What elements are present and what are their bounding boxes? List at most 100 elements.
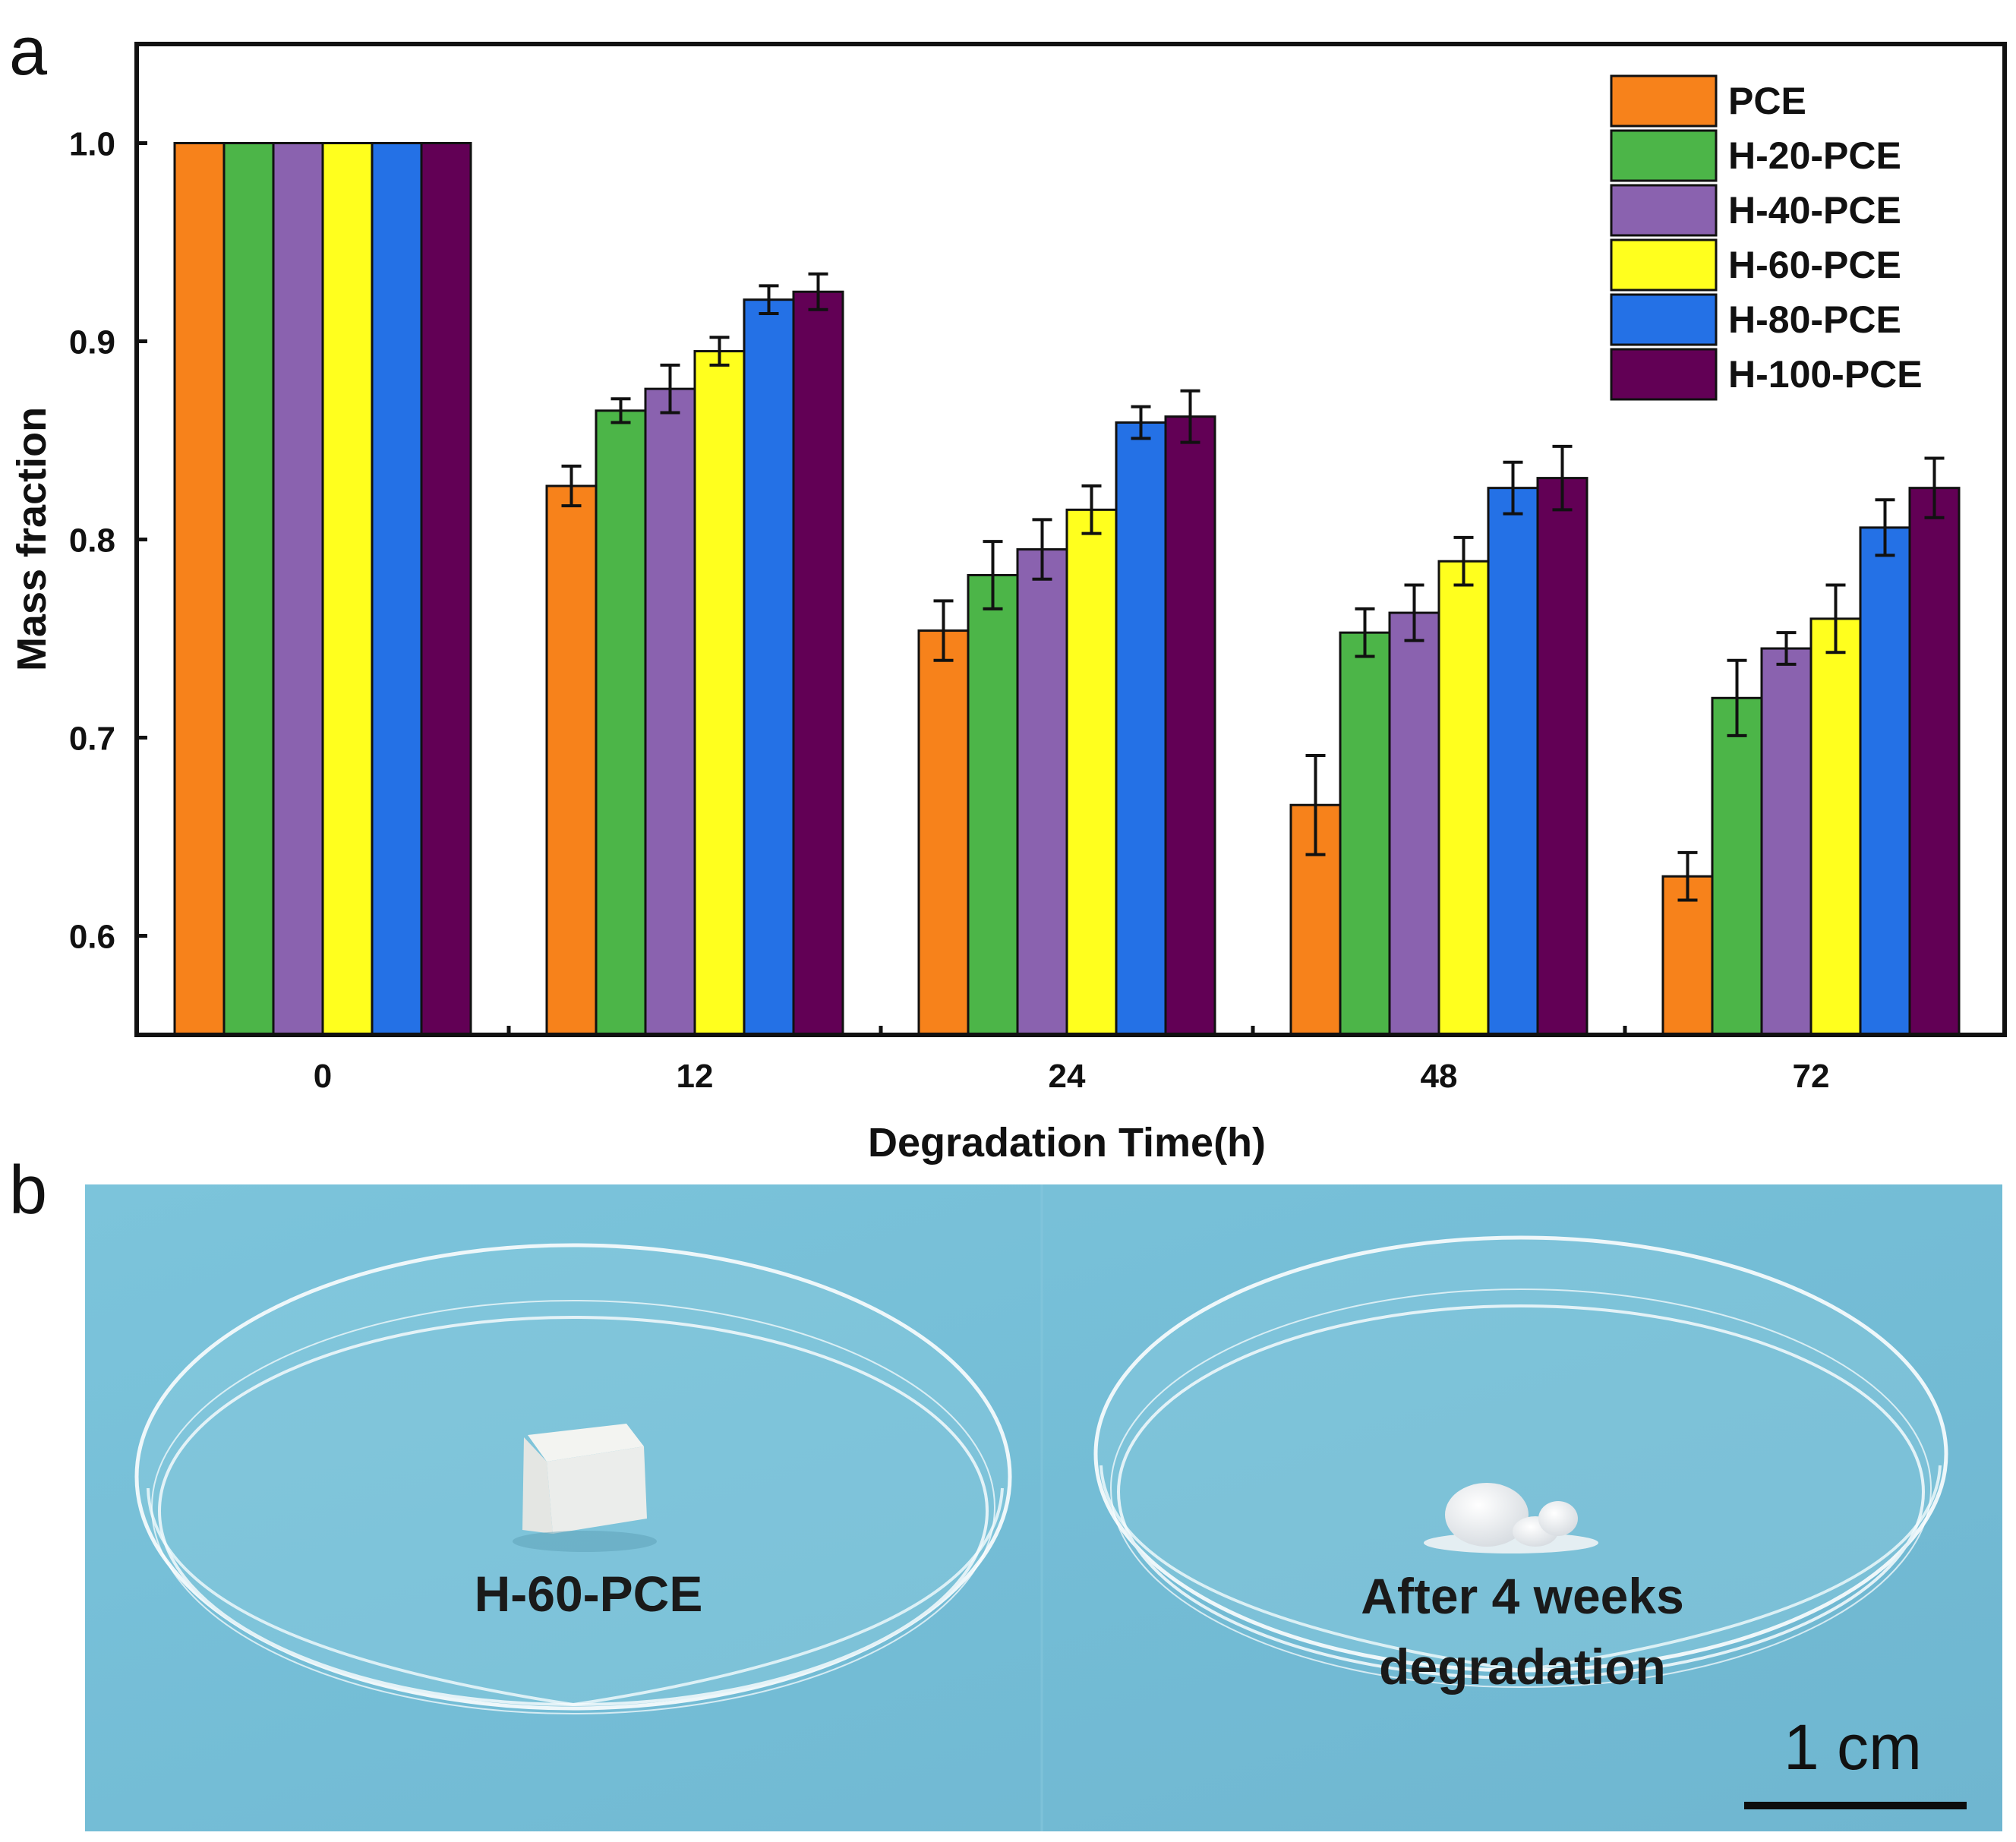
bar-h-80-pce-48h bbox=[1487, 487, 1539, 1036]
bar-h-40-pce-24h bbox=[1016, 548, 1068, 1036]
error-bar-h-100-pce-24h bbox=[1180, 389, 1200, 444]
panel-label-a: a bbox=[9, 14, 48, 90]
bar-h-100-pce-12h bbox=[792, 290, 844, 1036]
error-bars-group bbox=[561, 272, 1945, 902]
error-bar-h-20-pce-12h bbox=[610, 397, 631, 424]
bar-chart: 0.60.70.80.91.0 0 12 24 48 72 Mass fraction … bbox=[9, 42, 2007, 1165]
degraded-sample bbox=[1424, 1483, 1598, 1553]
bar-h-60-pce-0h bbox=[321, 142, 374, 1036]
legend-item-h-20-pce: H-20-PCE bbox=[1610, 129, 1901, 182]
error-bar-h-100-pce-48h bbox=[1552, 444, 1573, 512]
legend-swatch-h-20-pce bbox=[1610, 129, 1718, 182]
legend-swatch-h-80-pce bbox=[1610, 293, 1718, 346]
error-bar-h-40-pce-24h bbox=[1032, 518, 1052, 581]
error-bar-pce-24h bbox=[933, 599, 954, 662]
bar-pce-0h bbox=[173, 142, 226, 1036]
legend-item-h-40-pce: H-40-PCE bbox=[1610, 184, 1901, 237]
bar-h-60-pce-48h bbox=[1437, 560, 1490, 1036]
bar-h-20-pce-0h bbox=[222, 142, 275, 1036]
y-axis: 0.6 0.7 0.8 0.9 1.0 bbox=[69, 126, 147, 956]
error-bar-pce-72h bbox=[1677, 850, 1698, 902]
y-tick-label-1.0: 1.0 bbox=[69, 126, 115, 163]
bar-h-100-pce-48h bbox=[1536, 477, 1589, 1036]
y-tick-label-0.8: 0.8 bbox=[69, 522, 115, 560]
error-bar-pce-48h bbox=[1305, 753, 1326, 856]
sample-label-h60: H-60-PCE bbox=[475, 1566, 703, 1622]
photo-background bbox=[85, 1184, 2002, 1831]
error-bar-h-80-pce-72h bbox=[1875, 498, 1895, 557]
error-bar-h-60-pce-12h bbox=[709, 336, 730, 367]
bar-pce-12h bbox=[545, 484, 598, 1036]
y-axis-title: Mass fraction bbox=[9, 407, 55, 671]
error-bar-h-40-pce-72h bbox=[1776, 631, 1797, 666]
bar-h-80-pce-0h bbox=[371, 142, 423, 1036]
bar-h-60-pce-72h bbox=[1809, 617, 1862, 1036]
legend-label-h-60-pce: H-60-PCE bbox=[1728, 244, 1901, 286]
legend-label-h-80-pce: H-80-PCE bbox=[1728, 298, 1901, 341]
legend-label-pce: PCE bbox=[1728, 80, 1806, 122]
legend-swatch-h-60-pce bbox=[1610, 238, 1718, 292]
scale-bar-label: 1 cm bbox=[1784, 1711, 1922, 1783]
bar-h-20-pce-12h bbox=[595, 409, 647, 1036]
error-bar-h-20-pce-48h bbox=[1355, 607, 1375, 658]
error-bar-h-60-pce-24h bbox=[1081, 484, 1102, 535]
bar-h-60-pce-12h bbox=[693, 350, 746, 1036]
error-bar-h-100-pce-12h bbox=[808, 272, 828, 311]
error-bar-h-20-pce-72h bbox=[1727, 658, 1747, 737]
x-axis: 0 12 24 48 72 bbox=[314, 1026, 1830, 1095]
bar-h-20-pce-72h bbox=[1711, 696, 1763, 1036]
x-tick-label-12: 12 bbox=[677, 1058, 714, 1095]
x-axis-title: Degradation Time(h) bbox=[868, 1120, 1266, 1165]
legend: PCE H-20-PCE H-40-PCE H-60-PCE H-80-PCE H-100… bbox=[1610, 74, 1923, 401]
x-tick-label-24: 24 bbox=[1049, 1058, 1086, 1095]
x-tick-label-0: 0 bbox=[314, 1058, 332, 1095]
error-bar-h-80-pce-12h bbox=[759, 284, 779, 315]
sample-label-after-line1: After 4 weeks bbox=[1361, 1568, 1684, 1624]
error-bar-h-60-pce-72h bbox=[1825, 583, 1846, 654]
y-tick-label-0.9: 0.9 bbox=[69, 324, 115, 361]
bar-h-80-pce-24h bbox=[1115, 421, 1167, 1036]
error-bar-h-40-pce-12h bbox=[660, 363, 680, 415]
bar-h-100-pce-24h bbox=[1164, 415, 1216, 1036]
bar-h-40-pce-72h bbox=[1760, 647, 1813, 1036]
legend-item-h-60-pce: H-60-PCE bbox=[1610, 238, 1901, 292]
bar-h-20-pce-24h bbox=[967, 573, 1019, 1036]
panel-label-b: b bbox=[9, 1153, 47, 1229]
bar-pce-24h bbox=[917, 629, 970, 1036]
error-bar-h-60-pce-48h bbox=[1453, 535, 1474, 587]
legend-item-h-100-pce: H-100-PCE bbox=[1610, 348, 1923, 401]
legend-item-h-80-pce: H-80-PCE bbox=[1610, 293, 1901, 346]
y-tick-label-0.6: 0.6 bbox=[69, 919, 115, 956]
bar-h-60-pce-24h bbox=[1065, 508, 1118, 1036]
bar-h-40-pce-0h bbox=[272, 142, 324, 1036]
petri-dish-right bbox=[1093, 1235, 1948, 1688]
bar-h-80-pce-72h bbox=[1859, 526, 1911, 1036]
bars-group bbox=[173, 142, 1961, 1036]
legend-label-h-40-pce: H-40-PCE bbox=[1728, 189, 1901, 232]
legend-label-h-20-pce: H-20-PCE bbox=[1728, 134, 1901, 177]
legend-swatch-h-40-pce bbox=[1610, 184, 1718, 237]
x-tick-label-48: 48 bbox=[1421, 1058, 1458, 1095]
sample-block bbox=[513, 1424, 657, 1552]
sample-label-after-line2: degradation bbox=[1379, 1639, 1666, 1695]
error-bar-h-40-pce-48h bbox=[1404, 583, 1424, 642]
legend-label-h-100-pce: H-100-PCE bbox=[1728, 353, 1923, 396]
error-bar-h-80-pce-24h bbox=[1131, 405, 1151, 440]
bar-h-100-pce-72h bbox=[1908, 487, 1961, 1036]
bar-h-80-pce-12h bbox=[743, 298, 795, 1036]
error-bar-pce-12h bbox=[561, 464, 582, 508]
photo-panel: H-60-PCE After 4 weeks degradation 1 cm bbox=[85, 1184, 2002, 1831]
error-bar-h-80-pce-48h bbox=[1503, 460, 1523, 516]
legend-item-pce: PCE bbox=[1610, 74, 1806, 128]
bar-h-20-pce-48h bbox=[1339, 631, 1391, 1036]
bar-h-40-pce-12h bbox=[644, 387, 696, 1036]
x-tick-label-72: 72 bbox=[1793, 1058, 1830, 1095]
legend-swatch-h-100-pce bbox=[1610, 348, 1718, 401]
bar-h-40-pce-48h bbox=[1388, 611, 1440, 1036]
bar-h-100-pce-0h bbox=[420, 142, 472, 1036]
error-bar-h-100-pce-72h bbox=[1924, 456, 1945, 519]
legend-swatch-pce bbox=[1610, 74, 1718, 128]
error-bar-h-20-pce-24h bbox=[983, 540, 1003, 610]
y-tick-label-0.7: 0.7 bbox=[69, 721, 115, 758]
